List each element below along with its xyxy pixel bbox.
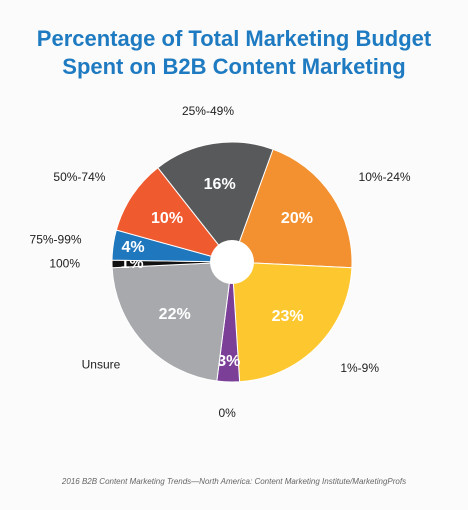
slice-value-label: 4% <box>121 239 144 256</box>
slice-value-label: 20% <box>281 210 313 227</box>
slice-category-label: 75%-99% <box>30 233 82 247</box>
slice-value-label: 16% <box>204 176 236 193</box>
pie-slice <box>231 148 353 269</box>
pie-slice <box>115 166 234 263</box>
pie-slice <box>157 141 274 264</box>
slice-value-label: 23% <box>272 308 304 325</box>
chart-subtitle: Spent on B2B Content Marketing <box>62 54 405 79</box>
pie-slice <box>111 261 233 382</box>
slice-category-label: 1%-9% <box>340 361 379 375</box>
slice-category-label: Unsure <box>82 357 121 371</box>
slice-value-label: 22% <box>159 306 191 323</box>
slice-value-label: 10% <box>151 210 183 227</box>
source-note: 2016 B2B Content Marketing Trends—North … <box>61 477 406 486</box>
slice-category-label: 100% <box>49 257 80 271</box>
slice-category-label: 0% <box>219 406 237 420</box>
slice-category-label: 50%-74% <box>53 170 105 184</box>
slice-category-label: 10%-24% <box>359 170 411 184</box>
slice-category-label: 25%-49% <box>182 104 234 118</box>
pie-hole <box>210 240 254 284</box>
chart-title: Percentage of Total Marketing Budget <box>37 26 432 51</box>
pie-slice <box>231 261 353 383</box>
slice-value-label: 3% <box>217 353 240 370</box>
pie: 20%10%-24%23%1%-9%3%0%22%Unsure1%100%4%7… <box>30 104 411 420</box>
